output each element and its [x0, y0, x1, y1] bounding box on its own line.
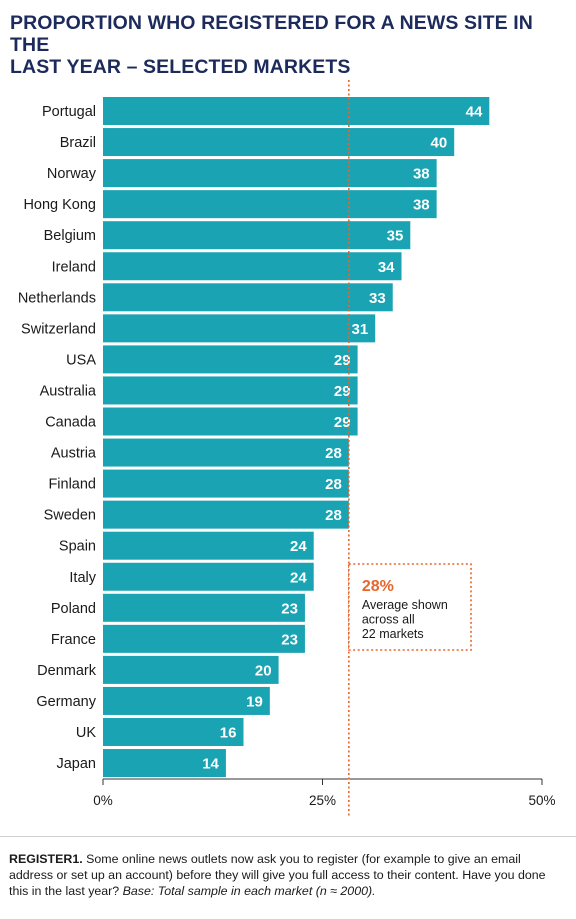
bar-australia — [103, 376, 358, 405]
bar-chart: Portugal 44 Brazil 40 Norway 38 Hong Kong 38 Bel… — [18, 80, 556, 818]
value-label: 40 — [431, 135, 448, 152]
category-label: Spain — [59, 539, 96, 555]
bar-portugal — [103, 97, 490, 125]
bar-norway — [103, 159, 437, 188]
bar-poland — [103, 593, 305, 622]
bar-ireland — [103, 252, 402, 281]
category-label: Netherlands — [18, 290, 96, 306]
category-label: Norway — [47, 166, 97, 182]
value-label: 28 — [325, 507, 342, 524]
bar-netherlands — [103, 283, 393, 312]
bar-canada — [103, 407, 358, 436]
footnote-base: Base: Total sample in each market (n ≈ 2… — [122, 884, 376, 898]
average-annotation-text: across all — [362, 613, 415, 627]
bar-france — [103, 624, 305, 653]
bar-hong-kong — [103, 190, 437, 219]
chart-title: PROPORTION WHO REGISTERED FOR A NEWS SIT… — [10, 12, 570, 78]
bar-brazil — [103, 128, 455, 157]
average-annotation-box — [348, 563, 472, 651]
category-label: Australia — [40, 383, 97, 399]
x-tick-label: 50% — [528, 793, 555, 808]
bar-switzerland — [103, 314, 376, 343]
bar-denmark — [103, 655, 279, 684]
category-label: France — [51, 632, 96, 648]
category-label: Poland — [51, 601, 96, 617]
value-label: 16 — [220, 725, 237, 742]
category-label: Japan — [56, 756, 96, 772]
bar-sweden — [103, 500, 349, 529]
category-label: Canada — [45, 415, 97, 431]
value-label: 23 — [281, 631, 298, 648]
footnote-body: Some online news outlets now ask you to … — [9, 852, 546, 898]
value-label: 24 — [290, 538, 307, 555]
value-label: 34 — [378, 259, 395, 276]
footnote: REGISTER1. Some online news outlets now … — [0, 836, 576, 919]
bar-austria — [103, 438, 349, 467]
value-label: 38 — [413, 166, 430, 183]
value-label: 31 — [351, 321, 368, 338]
bar-italy — [103, 562, 314, 591]
category-label: Brazil — [60, 135, 96, 151]
value-label: 14 — [202, 756, 219, 773]
bar-uk — [103, 718, 244, 746]
value-label: 35 — [387, 228, 404, 245]
footnote-label: REGISTER1. — [9, 852, 83, 866]
x-tick-label: 25% — [309, 793, 336, 808]
average-annotation-text: 22 markets — [362, 627, 424, 641]
value-label: 29 — [334, 383, 351, 400]
footnote-text: REGISTER1. Some online news outlets now … — [9, 851, 565, 899]
category-label: Ireland — [52, 259, 96, 275]
category-label: Italy — [69, 570, 96, 586]
bar-japan — [103, 749, 226, 778]
average-value-label: 28% — [362, 578, 394, 595]
bar-spain — [103, 531, 314, 560]
chart-title-line-1: PROPORTION WHO REGISTERED FOR A NEWS SIT… — [10, 12, 533, 56]
value-label: 33 — [369, 290, 386, 307]
bar-belgium — [103, 221, 411, 250]
bar-germany — [103, 686, 270, 715]
category-label: USA — [66, 352, 96, 368]
category-label: Denmark — [37, 663, 97, 679]
category-label: Sweden — [44, 508, 96, 524]
category-label: Hong Kong — [23, 197, 96, 213]
bar-finland — [103, 469, 349, 498]
category-label: UK — [76, 725, 96, 741]
category-label: Portugal — [42, 104, 96, 120]
category-label: Switzerland — [21, 321, 96, 337]
value-label: 29 — [334, 414, 351, 431]
average-annotation-text: Average shown — [362, 598, 448, 612]
value-label: 24 — [290, 569, 307, 586]
category-label: Belgium — [44, 228, 96, 244]
value-label: 23 — [281, 600, 298, 617]
value-label: 38 — [413, 197, 430, 214]
chart-title-line-2: LAST YEAR – SELECTED MARKETS — [10, 56, 351, 78]
value-label: 28 — [325, 476, 342, 493]
value-label: 20 — [255, 662, 272, 679]
value-label: 19 — [246, 693, 263, 710]
bar-usa — [103, 345, 358, 374]
category-label: Finland — [48, 477, 96, 493]
value-label: 44 — [466, 104, 483, 121]
category-label: Austria — [51, 446, 97, 462]
value-label: 29 — [334, 352, 351, 369]
category-label: Germany — [36, 694, 96, 710]
value-label: 28 — [325, 445, 342, 462]
x-tick-label: 0% — [93, 793, 113, 808]
